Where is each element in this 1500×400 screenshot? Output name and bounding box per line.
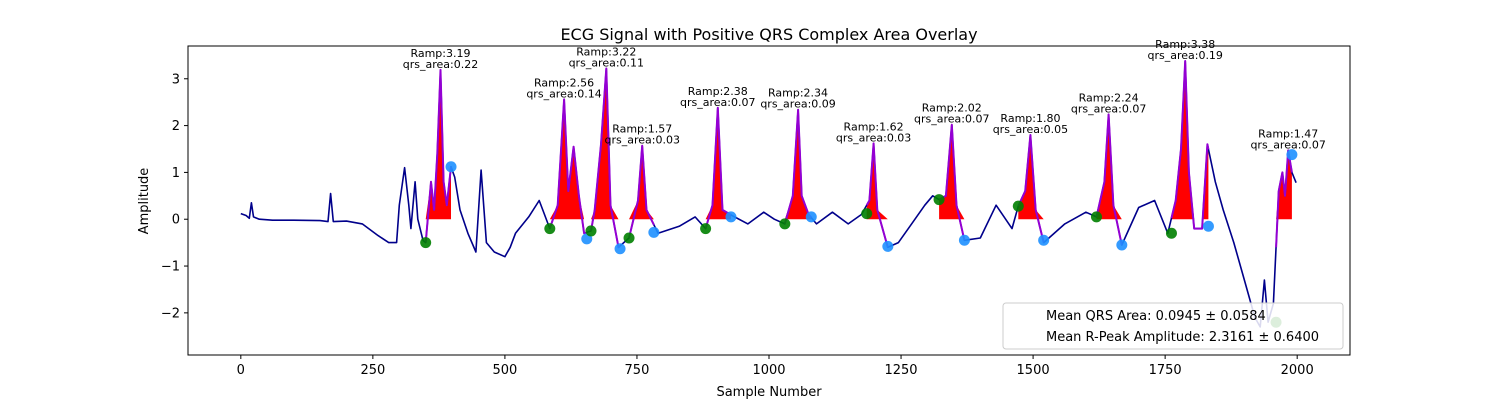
r-amp-label: Ramp:3.22	[576, 45, 636, 58]
qrs-offset-marker	[614, 243, 626, 255]
r-amp-label: Ramp:1.57	[612, 123, 672, 136]
qrs-onset-marker	[420, 237, 432, 249]
qrs-offset-marker	[725, 211, 737, 223]
y-axis-label: Amplitude	[137, 168, 152, 235]
qrs-area-label: qrs_area:0.14	[526, 87, 601, 100]
x-tick-label: 750	[625, 363, 650, 378]
y-tick-label: −1	[161, 260, 180, 275]
qrs-area-fill	[1171, 61, 1209, 220]
qrs-offset-marker	[1202, 220, 1214, 232]
qrs-onset-marker	[623, 232, 635, 244]
qrs-segment-line	[1017, 134, 1045, 243]
qrs-segment-line	[704, 106, 732, 229]
r-amp-label: Ramp:3.38	[1155, 38, 1215, 51]
qrs-offset-marker	[1286, 149, 1298, 161]
qrs-area-fill	[939, 124, 965, 220]
r-amp-label: Ramp:1.62	[844, 120, 904, 133]
y-axis: −2 −1 0 1 2 3	[161, 72, 188, 321]
qrs-onset-marker	[544, 223, 556, 235]
qrs-offset-marker	[1116, 239, 1128, 251]
x-tick-label: 250	[360, 363, 385, 378]
qrs-area-label: qrs_area:0.22	[403, 58, 478, 71]
qrs-offset-marker	[805, 211, 817, 223]
y-tick-label: 2	[172, 119, 180, 134]
x-tick-label: 500	[492, 363, 517, 378]
qrs-area-fill	[1018, 135, 1044, 220]
qrs-onset-marker	[779, 218, 791, 230]
qrs-offset-marker	[445, 161, 457, 173]
qrs-segment-line	[1095, 113, 1123, 246]
qrs-area-label: qrs_area:0.11	[569, 56, 644, 69]
y-tick-label: 0	[172, 213, 180, 228]
qrs-offset-marker	[648, 226, 660, 238]
r-amp-label: Ramp:2.56	[534, 76, 594, 89]
x-tick-label: 0	[237, 363, 245, 378]
qrs-area-fill	[866, 143, 888, 220]
qrs-area-label: qrs_area:0.07	[680, 96, 755, 109]
x-tick-label: 1250	[884, 363, 917, 378]
qrs-segment-line	[1170, 60, 1210, 230]
qrs-onset-marker	[861, 208, 873, 220]
r-amp-label: Ramp:3.19	[410, 47, 470, 60]
r-amp-label: Ramp:2.02	[922, 102, 982, 115]
qrs-area-fill	[629, 145, 654, 220]
qrs-onset-marker	[1165, 227, 1177, 239]
qrs-segment-line	[548, 98, 588, 235]
peak-annotations: Ramp:3.19qrs_area:0.22Ramp:2.56qrs_area:…	[403, 38, 1326, 151]
x-axis: 0 250 500 750 1000 1250 1500 1750 2000	[237, 355, 1314, 378]
qrs-onset-marker	[1012, 200, 1024, 212]
qrs-area-label: qrs_area:0.03	[605, 134, 680, 147]
r-amp-label: Ramp:2.38	[688, 85, 748, 98]
qrs-area-label: qrs_area:0.07	[914, 113, 989, 126]
r-amp-label: Ramp:1.47	[1258, 127, 1318, 140]
y-tick-label: 1	[172, 166, 180, 181]
qrs-area-label: qrs_area:0.05	[993, 123, 1068, 136]
qrs-offset-marker	[1038, 234, 1050, 246]
qrs-onset-marker	[700, 223, 712, 235]
y-tick-label: −2	[161, 306, 180, 321]
qrs-area-label: qrs_area:0.19	[1147, 49, 1222, 62]
qrs-area-fill	[705, 107, 731, 220]
qrs-area-label: qrs_area:0.09	[760, 98, 835, 111]
legend-entry-r-peak: Mean R-Peak Amplitude: 2.3161 ± 0.6400	[1046, 330, 1319, 345]
r-amp-label: Ramp:1.80	[1000, 112, 1060, 125]
qrs-markers	[420, 149, 1298, 328]
x-tick-label: 1750	[1149, 363, 1182, 378]
legend: Mean QRS Area: 0.0945 ± 0.0584 Mean R-Pe…	[1002, 302, 1344, 350]
qrs-offset-marker	[958, 234, 970, 246]
qrs-onset-marker	[933, 194, 945, 206]
qrs-area-label: qrs_area:0.07	[1250, 138, 1325, 151]
qrs-onset-marker	[585, 225, 597, 237]
qrs-area-label: qrs_area:0.07	[1071, 102, 1146, 115]
x-tick-label: 2000	[1281, 363, 1314, 378]
r-amp-label: Ramp:2.34	[768, 87, 828, 100]
x-tick-label: 1500	[1017, 363, 1050, 378]
qrs-segment-line	[865, 142, 889, 248]
qrs-area-fill	[784, 109, 812, 220]
x-axis-label: Sample Number	[716, 385, 822, 400]
qrs-segment-line	[628, 144, 655, 239]
legend-entry-qrs-area: Mean QRS Area: 0.0945 ± 0.0584	[1046, 309, 1266, 324]
y-tick-label: 3	[172, 72, 180, 87]
qrs-area-label: qrs_area:0.03	[836, 131, 911, 144]
r-amp-label: Ramp:2.24	[1079, 91, 1139, 104]
qrs-area-fill	[549, 99, 587, 220]
signal-lines	[240, 60, 1297, 328]
chart-title: ECG Signal with Positive QRS Complex Are…	[560, 25, 977, 44]
qrs-onset-marker	[1090, 211, 1102, 223]
qrs-segment-line	[424, 68, 452, 243]
legend-box	[1002, 302, 1344, 350]
qrs-offset-marker	[882, 240, 894, 252]
x-tick-label: 1000	[752, 363, 785, 378]
